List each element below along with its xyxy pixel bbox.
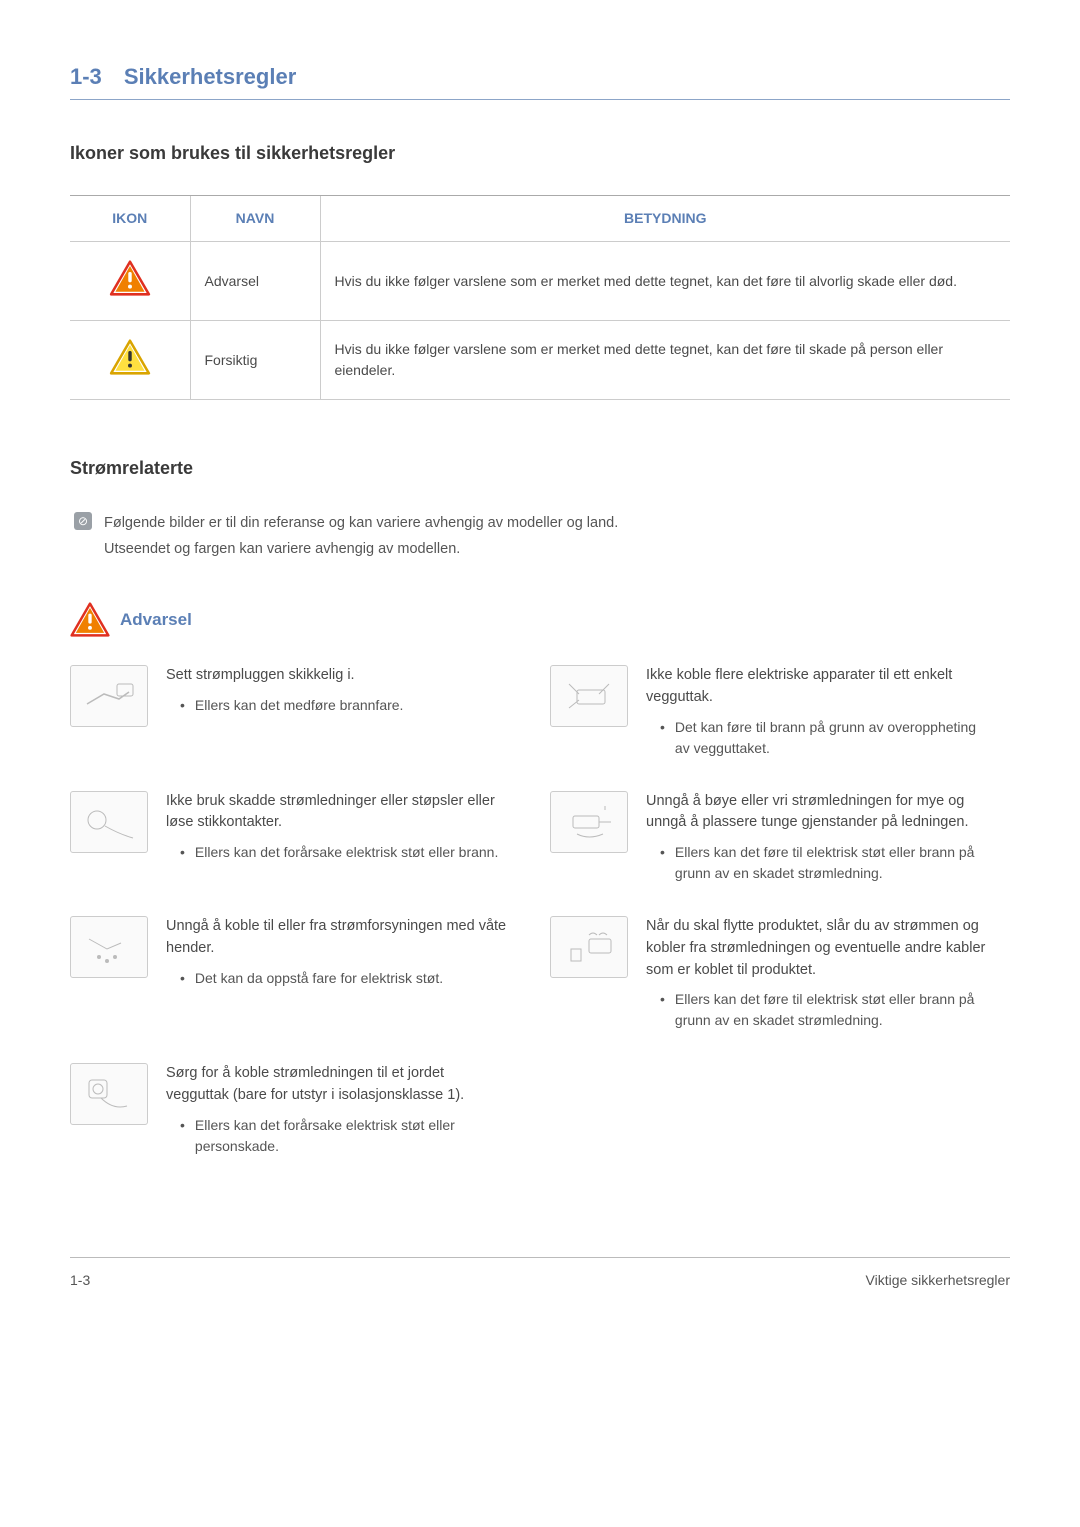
section-title: Sikkerhetsregler: [124, 64, 296, 89]
col-header-icon: IKON: [70, 196, 190, 242]
safety-bullet: •Ellers kan det føre til elektrisk støt …: [646, 989, 990, 1031]
cell-name: Forsiktig: [190, 321, 320, 400]
illustration-ground-outlet-icon: [70, 1063, 148, 1125]
warning-triangle-icon: [70, 602, 110, 637]
divider: [70, 99, 1010, 100]
safety-title: Når du skal flytte produktet, slår du av…: [646, 916, 990, 981]
safety-title: Unngå å koble til eller fra strømforsyni…: [166, 916, 510, 960]
safety-item: Når du skal flytte produktet, slår du av…: [550, 916, 990, 1031]
safety-bullet: •Ellers kan det medføre brannfare.: [166, 695, 510, 716]
safety-title: Sørg for å koble strømledningen til et j…: [166, 1063, 510, 1107]
safety-bullet: •Det kan da oppstå fare for elektrisk st…: [166, 968, 510, 989]
table-row: Advarsel Hvis du ikke følger varslene so…: [70, 242, 1010, 321]
section-header: 1-3 Sikkerhetsregler: [70, 60, 1010, 100]
note-line: Utseendet og fargen kan variere avhengig…: [104, 536, 618, 562]
cell-icon: [70, 242, 190, 321]
safety-title: Ikke bruk skadde strømledninger eller st…: [166, 791, 510, 835]
safety-title: Sett strømpluggen skikkelig i.: [166, 665, 510, 687]
table-row: Forsiktig Hvis du ikke følger varslene s…: [70, 321, 1010, 400]
subheading-icons: Ikoner som brukes til sikkerhetsregler: [70, 140, 1010, 167]
safety-bullet: •Ellers kan det føre til elektrisk støt …: [646, 842, 990, 884]
safety-item: Ikke bruk skadde strømledninger eller st…: [70, 791, 510, 885]
safety-item: Unngå å bøye eller vri strømledningen fo…: [550, 791, 990, 885]
page-footer: 1-3 Viktige sikkerhetsregler: [70, 1257, 1010, 1291]
safety-title: Unngå å bøye eller vri strømledningen fo…: [646, 791, 990, 835]
cell-name: Advarsel: [190, 242, 320, 321]
illustration-unplug-move-icon: [550, 916, 628, 978]
safety-grid: Sett strømpluggen skikkelig i. •Ellers k…: [70, 665, 1010, 1157]
safety-item: Sett strømpluggen skikkelig i. •Ellers k…: [70, 665, 510, 759]
illustration-multiplug-icon: [550, 665, 628, 727]
col-header-meaning: BETYDNING: [320, 196, 1010, 242]
footer-right: Viktige sikkerhetsregler: [866, 1270, 1010, 1291]
illustration-plug-icon: [70, 665, 148, 727]
safety-item: Unngå å koble til eller fra strømforsyni…: [70, 916, 510, 1031]
warning-triangle-icon: [109, 260, 151, 296]
note-text: Følgende bilder er til din referanse og …: [104, 510, 618, 562]
cell-meaning: Hvis du ikke følger varslene som er merk…: [320, 242, 1010, 321]
illustration-bend-cord-icon: [550, 791, 628, 853]
section-number: 1-3: [70, 64, 102, 89]
warning-heading: Advarsel: [70, 602, 1010, 637]
caution-triangle-icon: [109, 339, 151, 375]
cell-icon: [70, 321, 190, 400]
safety-item: Sørg for å koble strømledningen til et j…: [70, 1063, 510, 1157]
note: ⊘ Følgende bilder er til din referanse o…: [74, 510, 1010, 562]
safety-title: Ikke koble flere elektriske apparater ti…: [646, 665, 990, 709]
safety-bullet: •Ellers kan det forårsake elektrisk støt…: [166, 842, 510, 863]
safety-item: Ikke koble flere elektriske apparater ti…: [550, 665, 990, 759]
subheading-power: Strømrelaterte: [70, 455, 1010, 482]
icon-meaning-table: IKON NAVN BETYDNING Advarsel Hvis du ikk…: [70, 195, 1010, 400]
note-icon: ⊘: [74, 512, 92, 530]
cell-meaning: Hvis du ikke følger varslene som er merk…: [320, 321, 1010, 400]
illustration-damaged-cord-icon: [70, 791, 148, 853]
note-line: Følgende bilder er til din referanse og …: [104, 510, 618, 536]
warning-heading-text: Advarsel: [120, 607, 192, 633]
illustration-wet-hands-icon: [70, 916, 148, 978]
col-header-name: NAVN: [190, 196, 320, 242]
safety-bullet: •Det kan føre til brann på grunn av over…: [646, 717, 990, 759]
safety-bullet: •Ellers kan det forårsake elektrisk støt…: [166, 1115, 510, 1157]
footer-left: 1-3: [70, 1270, 90, 1291]
